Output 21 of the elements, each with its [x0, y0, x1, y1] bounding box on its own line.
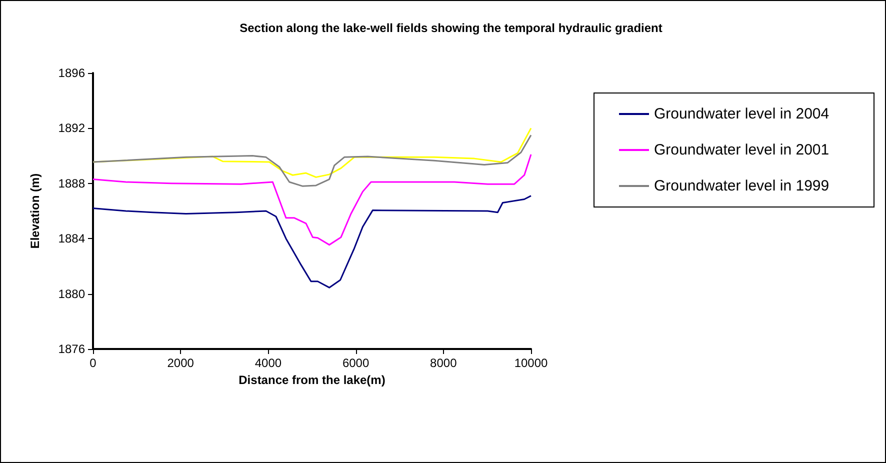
- y-axis-title: Elevation (m): [28, 173, 42, 249]
- legend-label: Groundwater level in 1999: [654, 178, 830, 194]
- line-series: [92, 134, 532, 187]
- y-tick-label: 1888: [58, 176, 86, 190]
- line-series: [92, 154, 532, 246]
- chart-title: Section along the lake-well fields showing the temporal hydraulic gradient: [240, 21, 662, 35]
- x-tick-label: 0: [90, 356, 97, 370]
- legend-label: Groundwater level in 2004: [654, 106, 830, 122]
- x-axis-title: Distance from the lake(m): [238, 372, 386, 387]
- x-tick-label: 10000: [514, 356, 548, 370]
- x-tick-label: 2000: [167, 356, 194, 370]
- y-tick-label: 1896: [58, 66, 86, 80]
- line-series: [92, 195, 532, 288]
- y-tick-label: 1876: [58, 342, 86, 356]
- x-tick-label: 6000: [342, 356, 370, 370]
- y-tick-label: 1884: [58, 232, 86, 246]
- x-tick-label: 8000: [430, 356, 458, 370]
- x-tick-label: 4000: [254, 356, 282, 370]
- y-tick-label: 1892: [58, 121, 86, 136]
- y-tick-label: 1880: [58, 286, 86, 301]
- legend-label: Groundwater level in 2001: [654, 142, 830, 158]
